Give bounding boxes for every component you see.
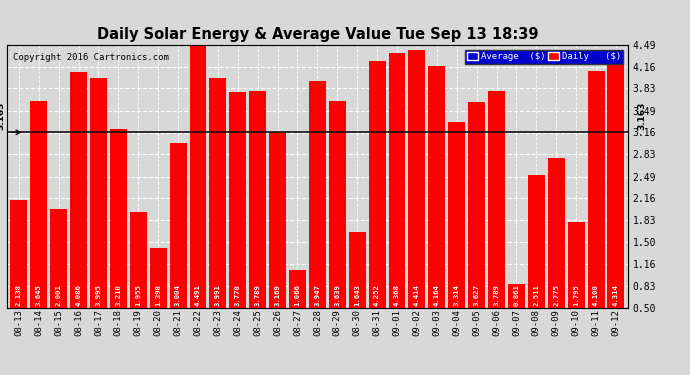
Bar bbox=[368, 61, 386, 340]
Bar bbox=[607, 57, 624, 340]
Text: Copyright 2016 Cartronics.com: Copyright 2016 Cartronics.com bbox=[13, 53, 169, 62]
Bar bbox=[70, 72, 87, 341]
Bar bbox=[30, 100, 47, 340]
Bar bbox=[408, 50, 425, 340]
Bar bbox=[190, 45, 206, 340]
Bar bbox=[10, 200, 28, 340]
Bar bbox=[269, 132, 286, 340]
Bar bbox=[90, 78, 107, 340]
Bar bbox=[508, 284, 525, 340]
Bar bbox=[249, 91, 266, 340]
Text: 2.001: 2.001 bbox=[56, 284, 61, 306]
Text: 1.795: 1.795 bbox=[573, 284, 579, 306]
Text: 1.955: 1.955 bbox=[135, 284, 141, 306]
Text: 3.645: 3.645 bbox=[36, 284, 42, 306]
Text: 3.627: 3.627 bbox=[473, 284, 480, 306]
Text: 4.164: 4.164 bbox=[434, 284, 440, 306]
Text: 4.100: 4.100 bbox=[593, 284, 599, 306]
Text: 1.398: 1.398 bbox=[155, 284, 161, 306]
Text: 4.314: 4.314 bbox=[613, 284, 619, 306]
Text: 3.314: 3.314 bbox=[454, 284, 460, 306]
Bar bbox=[170, 143, 186, 340]
Bar bbox=[428, 66, 445, 341]
Bar bbox=[110, 129, 127, 340]
Bar bbox=[388, 53, 406, 340]
Bar bbox=[568, 222, 584, 340]
Text: 3.169: 3.169 bbox=[275, 284, 281, 306]
Text: 4.491: 4.491 bbox=[195, 284, 201, 306]
Text: 4.368: 4.368 bbox=[394, 284, 400, 306]
Text: 3.991: 3.991 bbox=[215, 284, 221, 306]
Bar bbox=[348, 232, 366, 340]
Text: 3.639: 3.639 bbox=[334, 284, 340, 306]
Bar bbox=[50, 209, 67, 340]
Bar bbox=[130, 212, 147, 340]
Bar bbox=[309, 81, 326, 340]
Text: 2.511: 2.511 bbox=[533, 284, 540, 306]
Text: 3.163: 3.163 bbox=[638, 102, 647, 130]
Text: 3.770: 3.770 bbox=[235, 284, 241, 306]
Text: 3.789: 3.789 bbox=[493, 284, 500, 306]
Bar bbox=[548, 158, 564, 340]
Text: 3.947: 3.947 bbox=[315, 284, 320, 306]
Text: 0.861: 0.861 bbox=[513, 284, 520, 306]
Bar bbox=[210, 78, 226, 340]
Bar bbox=[488, 91, 505, 340]
Text: 4.414: 4.414 bbox=[414, 284, 420, 306]
Text: 2.138: 2.138 bbox=[16, 284, 22, 306]
Text: 1.066: 1.066 bbox=[295, 284, 301, 306]
Bar bbox=[528, 175, 545, 340]
Text: 3.789: 3.789 bbox=[255, 284, 261, 306]
Text: 4.252: 4.252 bbox=[374, 284, 380, 306]
Text: 4.086: 4.086 bbox=[75, 284, 81, 306]
Bar bbox=[229, 92, 246, 340]
Text: 3.004: 3.004 bbox=[175, 284, 181, 306]
Bar bbox=[588, 70, 604, 340]
Legend: Average  ($), Daily   ($): Average ($), Daily ($) bbox=[464, 50, 623, 64]
Bar bbox=[329, 101, 346, 340]
Text: 3.210: 3.210 bbox=[115, 284, 121, 306]
Bar bbox=[150, 248, 166, 340]
Text: 2.775: 2.775 bbox=[553, 284, 560, 306]
Text: 3.163: 3.163 bbox=[0, 102, 6, 130]
Bar bbox=[448, 122, 465, 340]
Title: Daily Solar Energy & Average Value Tue Sep 13 18:39: Daily Solar Energy & Average Value Tue S… bbox=[97, 27, 538, 42]
Text: 3.995: 3.995 bbox=[95, 284, 101, 306]
Bar bbox=[289, 270, 306, 340]
Text: 1.643: 1.643 bbox=[354, 284, 360, 306]
Bar bbox=[469, 102, 485, 340]
